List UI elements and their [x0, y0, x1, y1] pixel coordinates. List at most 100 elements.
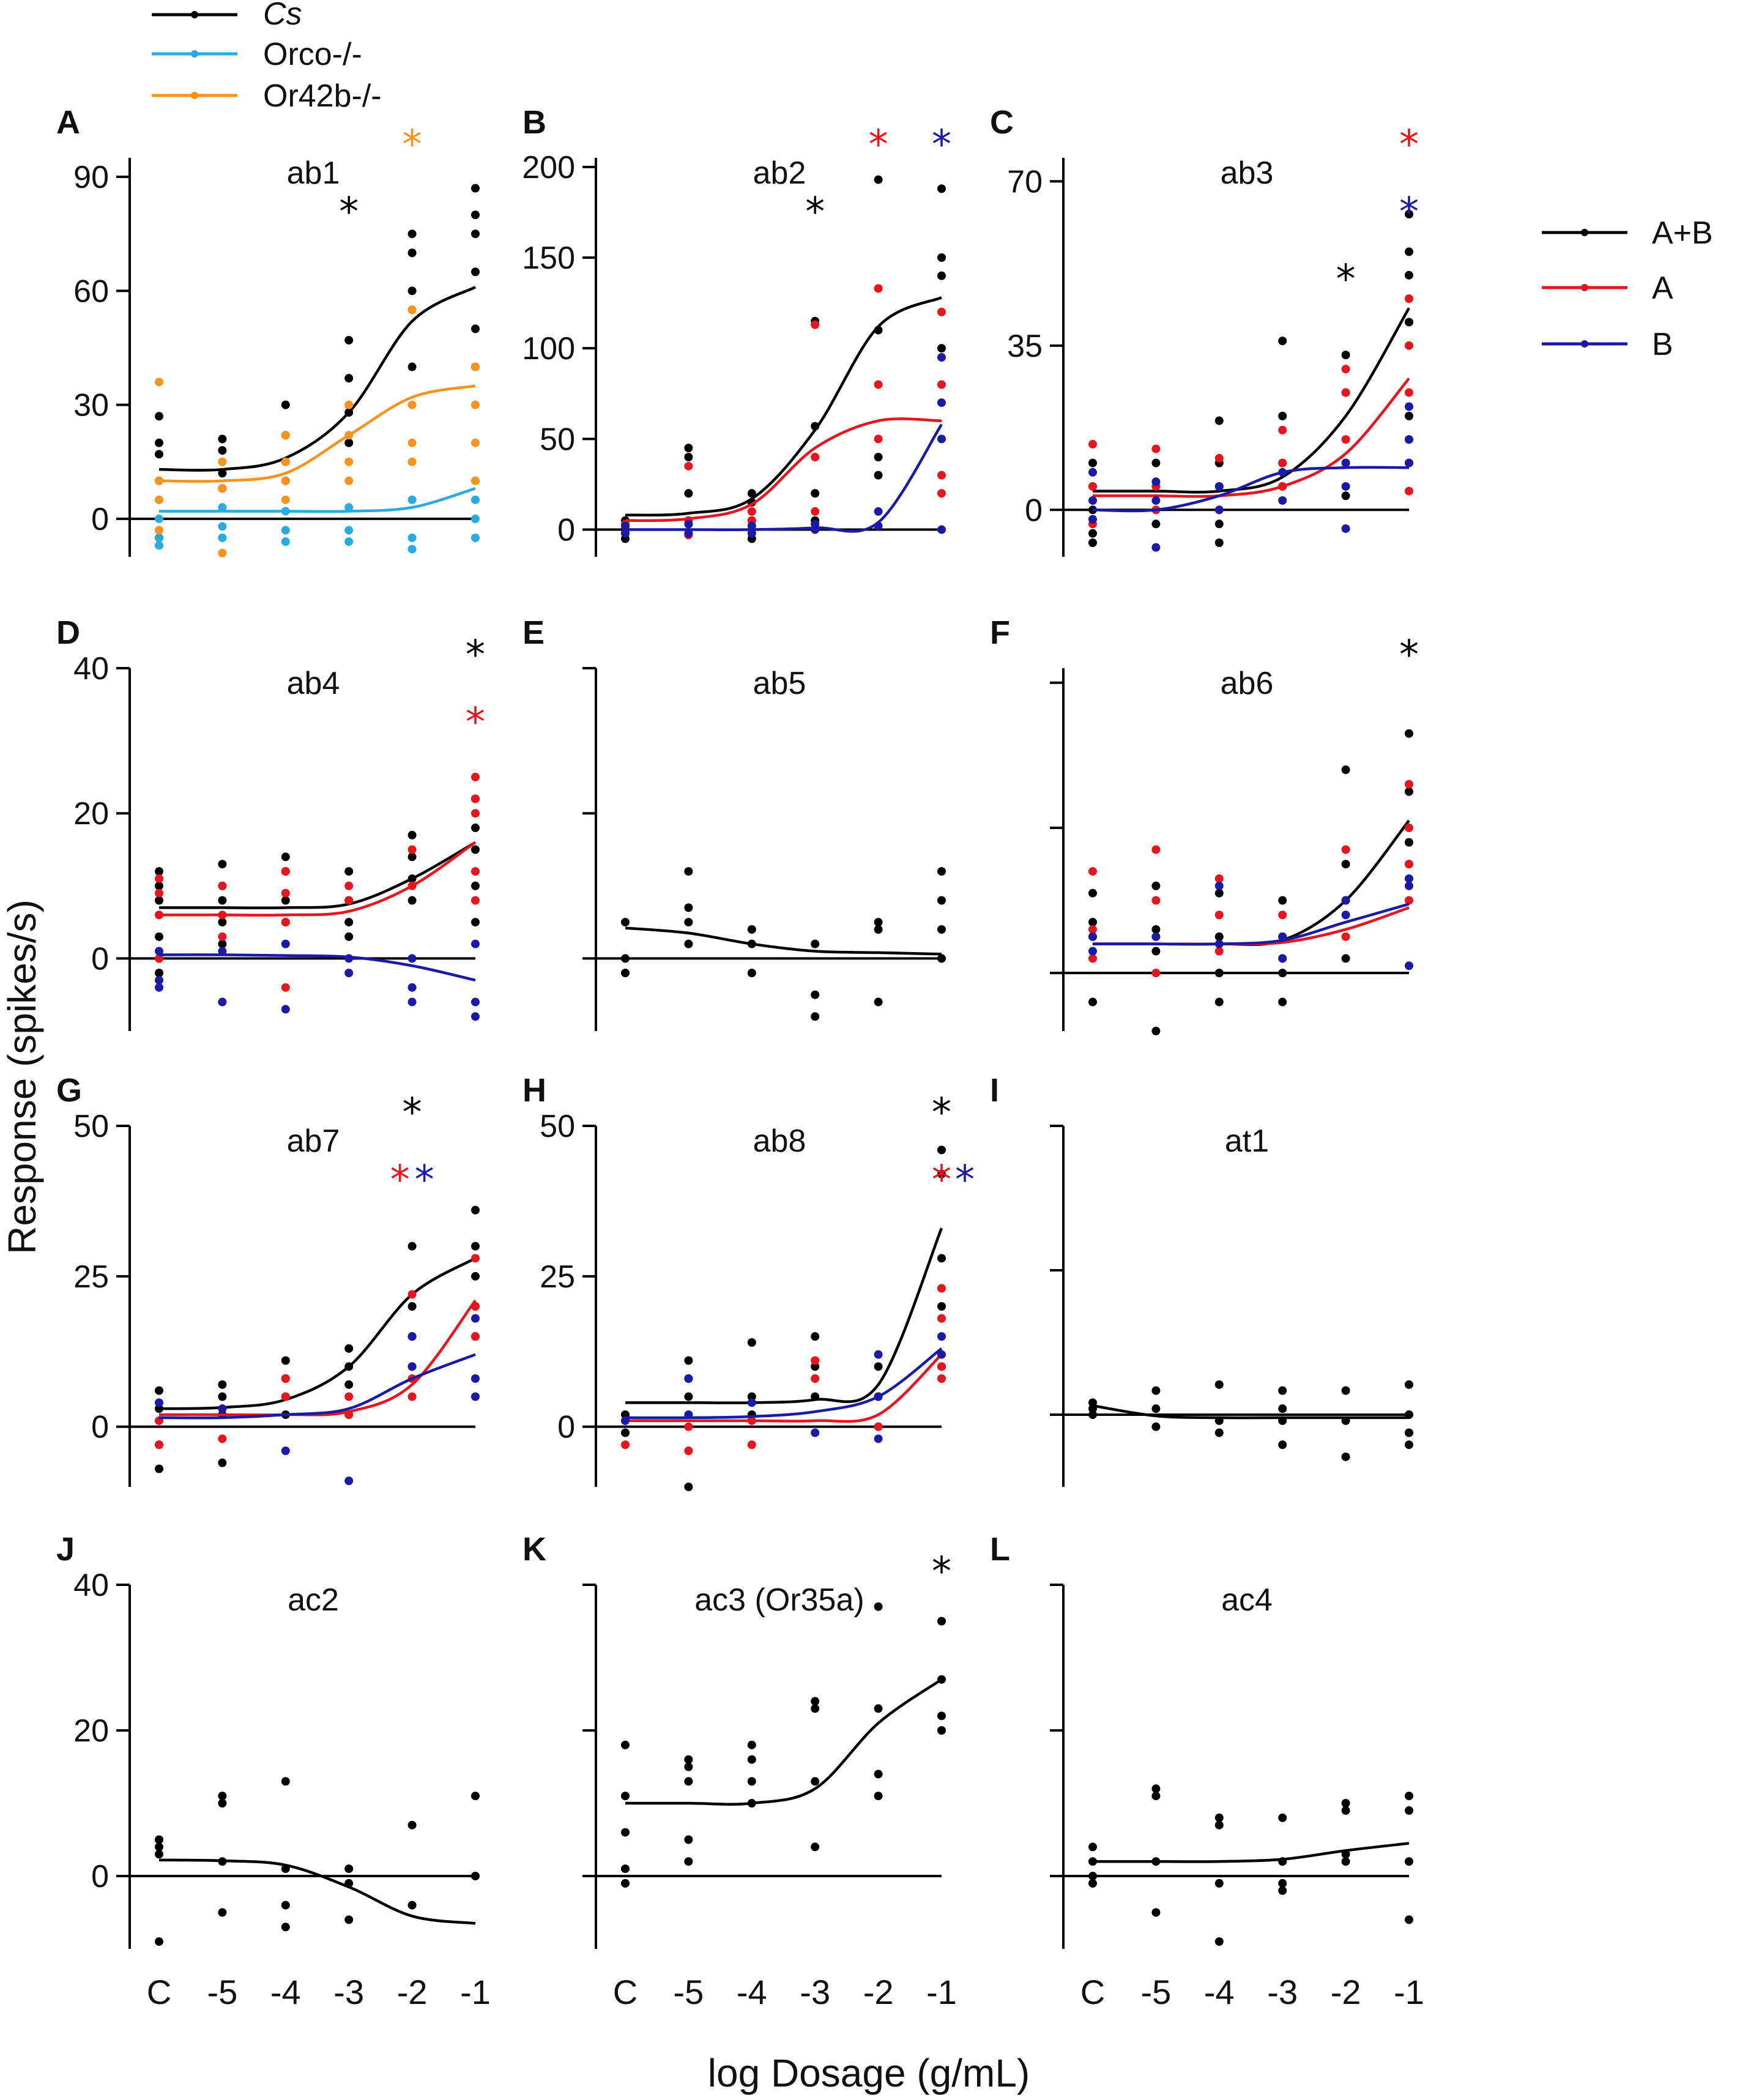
fit-curve [158, 953, 476, 982]
data-point [1214, 947, 1224, 956]
data-point [407, 533, 417, 542]
data-point [1214, 910, 1224, 920]
significance-star: * [415, 1158, 434, 1203]
data-point [1214, 932, 1224, 941]
significance-star: * [1336, 257, 1356, 302]
data-point [811, 320, 820, 329]
data-point [1088, 997, 1097, 1007]
data-point [471, 229, 480, 239]
data-point [684, 1422, 693, 1431]
panel-title: ab8 [753, 1123, 806, 1159]
data-point [471, 495, 480, 504]
legend-marker-ab [1581, 229, 1588, 236]
data-point [407, 457, 417, 466]
data-point [1405, 210, 1413, 219]
data-point [344, 881, 354, 890]
data-point [1405, 1915, 1413, 1924]
panel-letter: B [522, 104, 546, 141]
data-point [471, 1374, 480, 1383]
data-point [937, 1374, 946, 1383]
data-point [1278, 1886, 1287, 1895]
data-point [1278, 954, 1287, 963]
data-point [1405, 780, 1413, 789]
data-point [407, 286, 417, 296]
data-point [1405, 388, 1413, 397]
data-point [407, 1302, 417, 1311]
data-point [1278, 425, 1287, 434]
data-point [937, 184, 946, 193]
panel-letter: D [56, 614, 80, 651]
panel-letter: J [56, 1531, 75, 1568]
data-point [937, 1350, 946, 1359]
data-point [155, 969, 163, 978]
data-point [155, 438, 163, 447]
legend-marker-orco [191, 50, 198, 58]
data-point [218, 918, 227, 927]
y-tick-label: 100 [522, 331, 575, 367]
data-point [281, 526, 290, 535]
series-a [155, 1254, 480, 1450]
x-tick-label: -5 [207, 1973, 238, 2011]
data-point [1214, 519, 1224, 529]
data-point [1214, 888, 1224, 898]
data-point [1405, 402, 1413, 411]
y-tick-label: 0 [91, 1859, 109, 1894]
data-point [1405, 486, 1413, 496]
data-point [155, 378, 163, 387]
legend-marker-b [1581, 340, 1588, 348]
data-point [471, 210, 480, 220]
data-point [747, 1755, 756, 1764]
data-point [1151, 896, 1161, 905]
fit-curve [158, 1858, 476, 1925]
series-a-b [155, 1777, 480, 1946]
data-point [1088, 538, 1097, 547]
series-cs [155, 184, 480, 542]
x-tick-label: -1 [926, 1973, 957, 2011]
data-point [155, 975, 163, 985]
data-point [155, 1386, 163, 1395]
data-point [407, 362, 417, 371]
data-point [1341, 1857, 1350, 1866]
data-point [471, 1012, 480, 1021]
data-point [1278, 1404, 1287, 1413]
data-point [1151, 477, 1161, 486]
data-point [471, 1332, 480, 1341]
data-point [281, 983, 290, 992]
data-point [471, 1872, 480, 1880]
data-point [1151, 1404, 1161, 1413]
data-point [874, 1362, 883, 1371]
data-point [621, 1864, 630, 1874]
data-point [407, 845, 417, 854]
data-point [1088, 467, 1097, 477]
data-point [281, 537, 290, 546]
data-point [344, 438, 354, 447]
data-point [1151, 1792, 1161, 1801]
series-a-b [1088, 1784, 1413, 1946]
data-point [621, 954, 630, 963]
data-point [937, 434, 946, 444]
data-point [874, 918, 883, 927]
data-point [874, 1434, 883, 1443]
data-point [471, 939, 480, 948]
fit-curve [159, 1299, 477, 1417]
panel-letter: C [990, 104, 1014, 141]
data-point [1405, 823, 1413, 832]
series-b [1088, 402, 1413, 552]
y-tick-label: 90 [73, 160, 109, 195]
series-b [621, 1332, 946, 1443]
data-point [937, 867, 946, 876]
y-tick-label: 40 [73, 651, 109, 687]
data-point [218, 548, 227, 557]
data-point [1088, 482, 1097, 491]
x-tick-label: C [147, 1973, 171, 2011]
legend-marker-cs [191, 11, 198, 18]
panel-title: ab7 [287, 1123, 340, 1159]
data-point [937, 1332, 946, 1341]
data-point [344, 1476, 354, 1486]
series-a [621, 1284, 946, 1455]
data-point [1405, 411, 1413, 420]
y-tick-label: 30 [73, 388, 109, 423]
data-point [407, 954, 417, 963]
x-tick-label: -3 [800, 1973, 830, 2011]
